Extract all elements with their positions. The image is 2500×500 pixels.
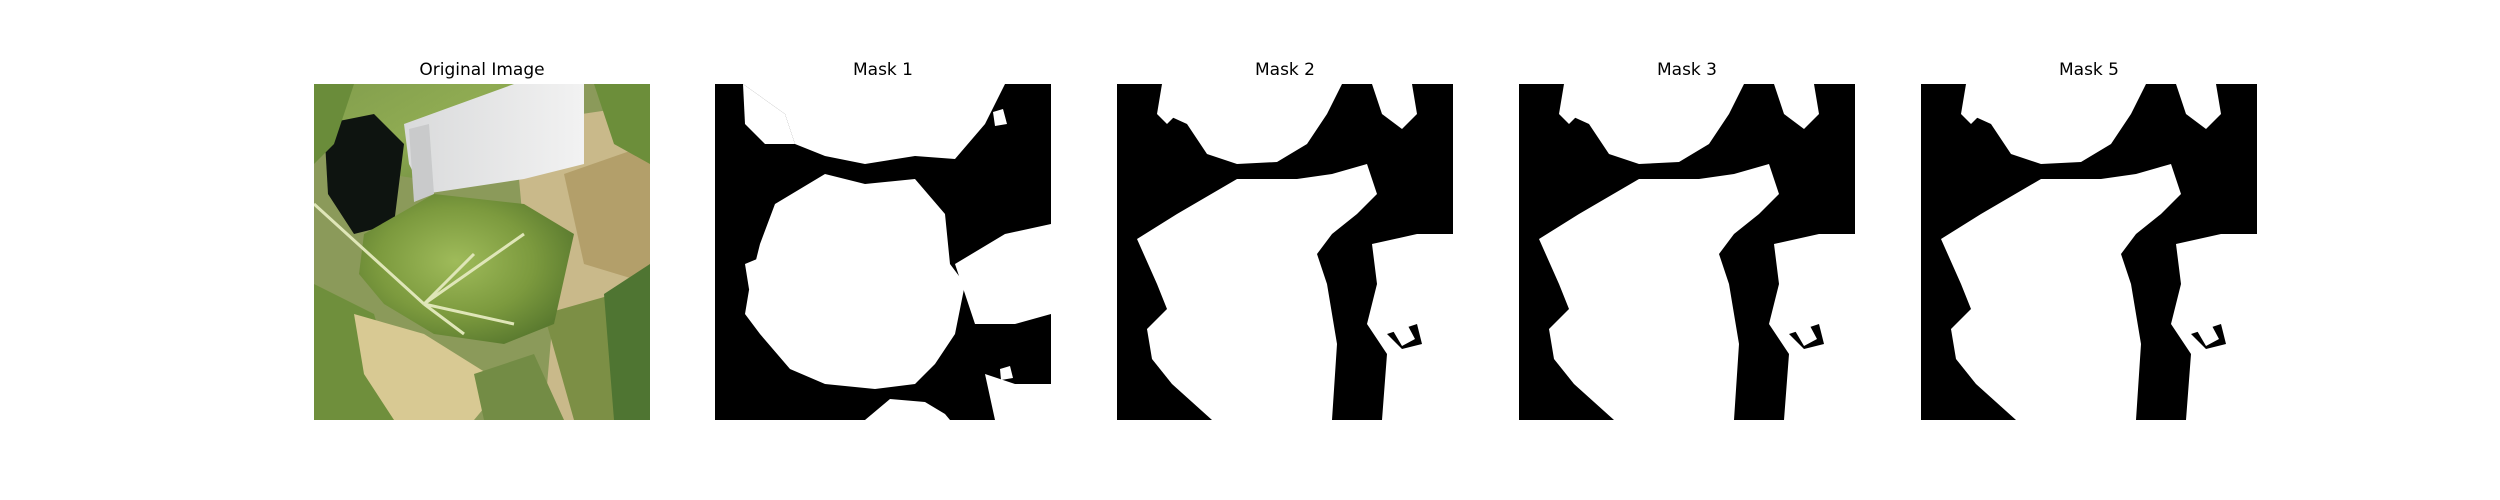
panel-title: Mask 5 bbox=[2058, 60, 2119, 80]
original-image bbox=[314, 84, 650, 420]
panel-mask-5: Mask 5 bbox=[1921, 58, 2257, 420]
panel-title: Mask 2 bbox=[1254, 60, 1315, 80]
panel-mask-3: Mask 3 bbox=[1519, 58, 1855, 420]
panel-mask-1: Mask 1 bbox=[715, 58, 1051, 420]
panel-mask-2: Mask 2 bbox=[1117, 58, 1453, 420]
mask-image-5 bbox=[1921, 84, 2257, 420]
mask-image-2 bbox=[1117, 84, 1453, 420]
panel-original-image: Original Image bbox=[314, 58, 650, 420]
mask-image-1 bbox=[715, 84, 1051, 420]
panel-title: Original Image bbox=[419, 60, 545, 80]
panel-title: Mask 1 bbox=[852, 60, 913, 80]
panel-title: Mask 3 bbox=[1656, 60, 1717, 80]
mask-image-3 bbox=[1519, 84, 1855, 420]
